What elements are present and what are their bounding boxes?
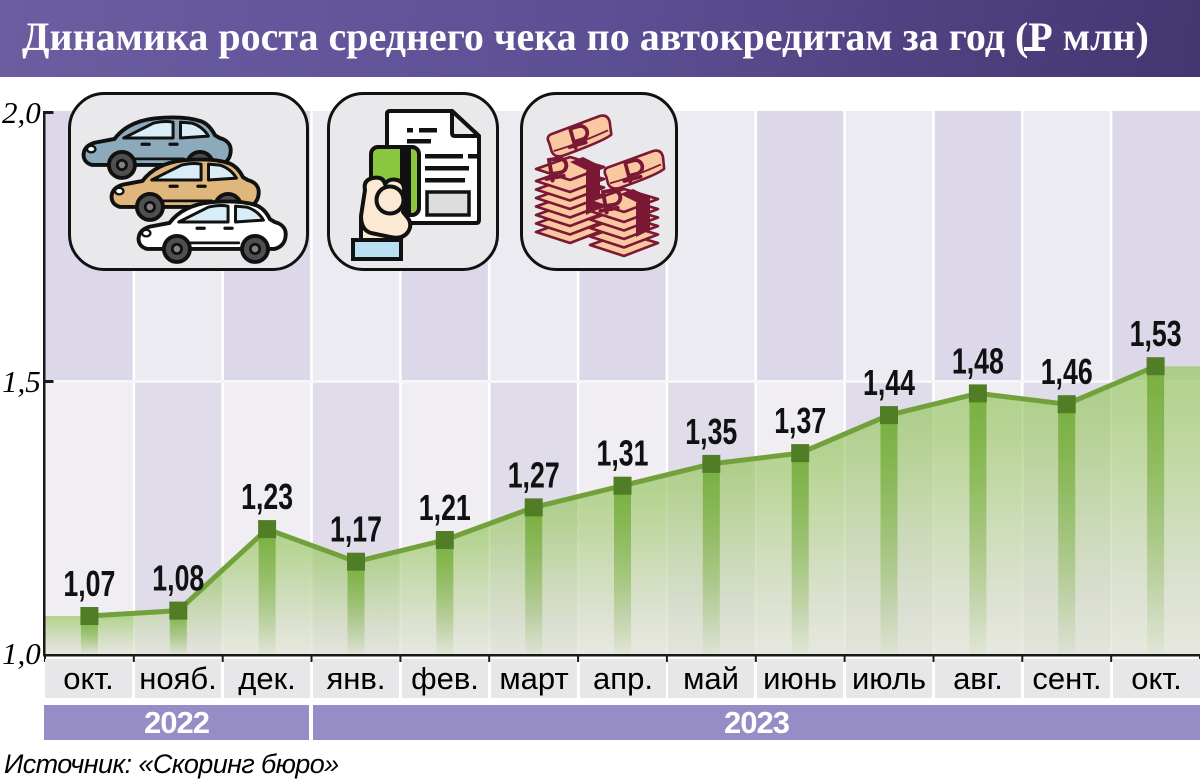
svg-text:1,23: 1,23 <box>241 476 293 517</box>
svg-text:1,48: 1,48 <box>952 340 1004 381</box>
svg-text:1,21: 1,21 <box>419 487 471 528</box>
svg-text:1,44: 1,44 <box>863 362 915 403</box>
svg-text:1,31: 1,31 <box>597 433 649 474</box>
svg-text:1,17: 1,17 <box>330 509 382 550</box>
svg-text:1,37: 1,37 <box>774 400 826 441</box>
svg-text:1,46: 1,46 <box>1041 351 1093 392</box>
svg-text:1,07: 1,07 <box>63 563 115 604</box>
svg-text:1,27: 1,27 <box>508 454 560 495</box>
svg-text:1,08: 1,08 <box>152 558 204 599</box>
svg-text:1,53: 1,53 <box>1130 313 1182 354</box>
svg-text:1,35: 1,35 <box>685 411 737 452</box>
